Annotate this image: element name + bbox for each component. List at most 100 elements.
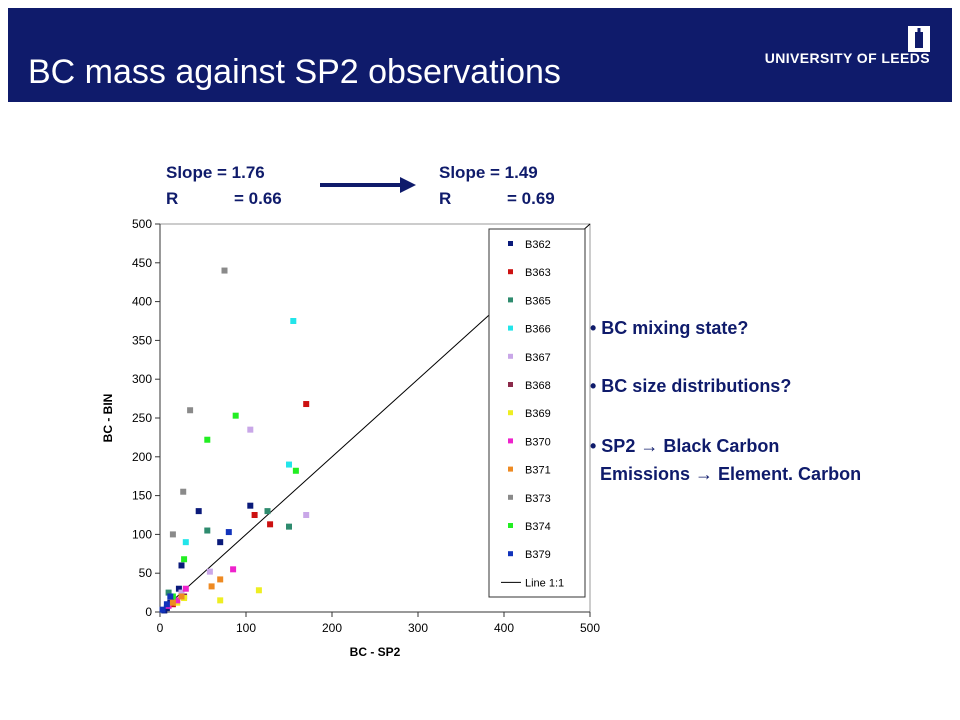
- data-point: [175, 585, 182, 592]
- bullet-item: • BC mixing state?: [590, 318, 749, 338]
- legend-label: B368: [525, 380, 551, 392]
- legend-label: B373: [525, 493, 551, 505]
- data-point: [206, 568, 213, 575]
- data-point: [208, 583, 215, 590]
- data-point: [264, 508, 271, 515]
- data-point: [217, 576, 224, 583]
- legend-label: B369: [525, 408, 551, 420]
- data-point: [159, 606, 166, 613]
- legend-box: [488, 228, 586, 598]
- leeds-tower-icon: [908, 26, 930, 52]
- data-point: [255, 587, 262, 594]
- x-tick-label: 500: [580, 621, 600, 635]
- legend-swatch: [508, 325, 513, 331]
- legend-swatch: [508, 494, 513, 500]
- data-point: [195, 508, 202, 515]
- stats-after: Slope = 1.49 R = 0.69: [439, 160, 555, 212]
- legend-swatch: [508, 241, 513, 246]
- legend-swatch: [508, 466, 513, 472]
- y-tick-label: 200: [132, 450, 152, 464]
- data-point: [182, 539, 189, 546]
- data-point: [267, 521, 274, 528]
- data-point: [181, 556, 188, 563]
- legend-label: B366: [525, 324, 551, 336]
- x-axis-label: BC - SP2: [350, 645, 401, 659]
- slope-before-label: Slope = 1.76: [166, 163, 265, 182]
- data-point: [169, 599, 176, 606]
- x-tick-label: 400: [494, 621, 514, 635]
- legend-label: Line 1:1: [525, 577, 564, 589]
- r-before-label: R: [166, 189, 179, 208]
- title-banner: [8, 8, 952, 102]
- bullet-item: • SP2 → Black Carbon: [590, 436, 780, 456]
- data-point: [303, 512, 310, 518]
- data-point: [163, 601, 170, 608]
- legend-swatch: [508, 382, 513, 387]
- slope-after-label: Slope = 1.49: [439, 163, 538, 182]
- data-point: [225, 529, 232, 536]
- y-tick-label: 450: [132, 256, 152, 270]
- bullet-item: • BC size distributions?: [590, 376, 792, 396]
- legend-swatch: [508, 551, 513, 557]
- data-point: [217, 597, 224, 604]
- legend-label: B363: [525, 267, 551, 279]
- legend-swatch: [508, 410, 513, 416]
- y-tick-label: 250: [132, 411, 152, 425]
- data-point: [180, 488, 187, 495]
- data-point: [217, 539, 224, 546]
- data-point: [174, 597, 181, 604]
- stats-before: Slope = 1.76 R = 0.66: [166, 160, 282, 212]
- data-point: [247, 502, 254, 509]
- data-point: [286, 461, 292, 468]
- x-tick-label: 0: [157, 621, 164, 635]
- legend-label: B370: [525, 436, 551, 448]
- legend-swatch: [508, 523, 513, 528]
- y-tick-label: 150: [132, 489, 152, 503]
- y-tick-label: 50: [139, 566, 153, 580]
- data-point: [232, 412, 239, 419]
- data-point: [182, 585, 189, 592]
- data-point: [165, 589, 172, 596]
- data-point: [290, 318, 297, 324]
- r-after-label: R: [439, 189, 452, 208]
- data-point: [230, 566, 237, 573]
- y-tick-label: 500: [132, 217, 152, 231]
- data-point: [178, 589, 185, 596]
- slide-title: BC mass against SP2 observations: [28, 53, 561, 91]
- data-point: [178, 593, 185, 600]
- legend-swatch: [508, 353, 513, 359]
- data-point: [204, 527, 211, 534]
- right-arrow-icon: [320, 177, 416, 193]
- data-point: [292, 467, 299, 474]
- y-tick-label: 100: [132, 527, 152, 541]
- r-after-row: R = 0.69: [439, 186, 555, 212]
- x-tick-label: 200: [322, 621, 342, 635]
- data-point: [178, 562, 185, 569]
- r-before-row: R = 0.66: [166, 186, 282, 212]
- data-point: [187, 407, 194, 414]
- university-logo-text: UNIVERSITY OF LEEDS: [764, 50, 930, 66]
- bullet-item: Emissions → Element. Carbon: [600, 464, 862, 484]
- y-tick-label: 0: [145, 605, 152, 619]
- data-point: [167, 593, 174, 600]
- y-axis-label: BC - BIN: [101, 394, 115, 443]
- data-point: [221, 267, 228, 274]
- legend-label: B367: [525, 352, 551, 364]
- legend-label: B362: [525, 239, 551, 251]
- legend-label: B371: [525, 465, 551, 477]
- data-point: [204, 436, 211, 443]
- x-tick-label: 100: [236, 621, 256, 635]
- data-point: [169, 531, 176, 538]
- legend-label: B374: [525, 521, 551, 533]
- legend-swatch: [508, 438, 513, 444]
- r-after-value: = 0.69: [507, 189, 555, 208]
- x-tick-label: 300: [408, 621, 428, 635]
- legend-swatch: [508, 297, 513, 303]
- legend-label: B365: [525, 295, 551, 307]
- legend-swatch: [508, 269, 513, 275]
- data-point: [286, 523, 292, 530]
- r-before-value: = 0.66: [234, 189, 282, 208]
- legend-label: B379: [525, 549, 551, 561]
- data-point: [251, 512, 258, 518]
